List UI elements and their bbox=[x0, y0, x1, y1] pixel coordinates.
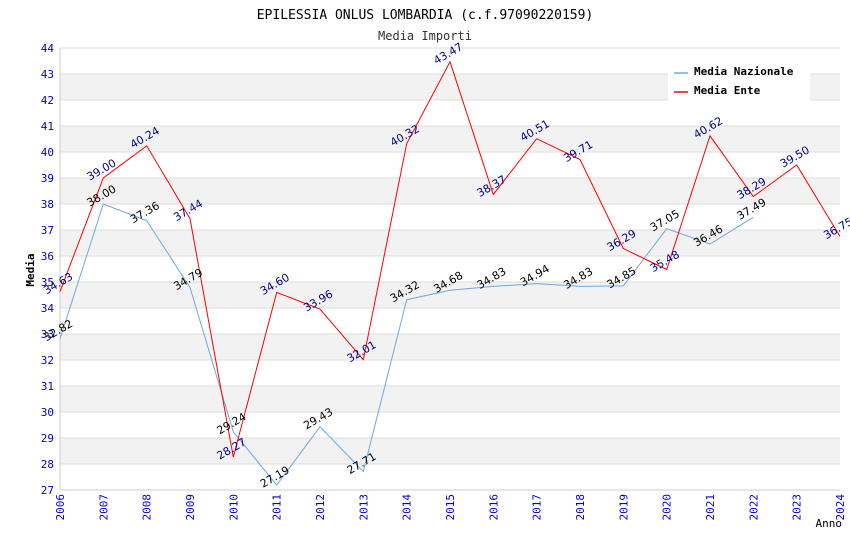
x-tick-label: 2015 bbox=[444, 494, 457, 521]
grid-bands bbox=[60, 74, 840, 464]
x-axis-label: Anno bbox=[816, 517, 843, 530]
y-tick-label: 44 bbox=[41, 42, 55, 55]
x-tick-label: 2013 bbox=[357, 494, 370, 521]
series-line-ente bbox=[59, 60, 841, 458]
x-tick-label: 2024 bbox=[834, 494, 847, 521]
x-tick-label: 2017 bbox=[531, 494, 544, 521]
y-tick-label: 32 bbox=[41, 354, 54, 367]
x-tick-label: 2016 bbox=[487, 494, 500, 520]
grid-band bbox=[60, 126, 840, 152]
grid-band bbox=[60, 438, 840, 464]
data-label: 29.24 bbox=[215, 410, 249, 437]
x-tick-label: 2011 bbox=[271, 494, 284, 521]
y-tick-label: 38 bbox=[41, 198, 54, 211]
grid-band bbox=[60, 334, 840, 360]
y-tick-label: 42 bbox=[41, 94, 54, 107]
x-tick-label: 2020 bbox=[661, 494, 674, 521]
x-tick-label: 2009 bbox=[184, 494, 197, 521]
y-tick-label: 41 bbox=[41, 120, 54, 133]
x-tick-label: 2019 bbox=[617, 494, 630, 521]
grid-band bbox=[60, 178, 840, 204]
y-tick-label: 28 bbox=[41, 458, 54, 471]
y-tick-label: 30 bbox=[41, 406, 54, 419]
y-tick-label: 31 bbox=[41, 380, 54, 393]
chart-subtitle: Media Importi bbox=[378, 29, 472, 43]
grid-band bbox=[60, 282, 840, 308]
y-tick-label: 35 bbox=[41, 276, 54, 289]
legend-label-nazionale: Media Nazionale bbox=[694, 65, 794, 78]
y-tick-label: 36 bbox=[41, 250, 54, 263]
x-tick-label: 2008 bbox=[141, 494, 154, 521]
x-tick-label: 2006 bbox=[54, 494, 67, 521]
legend-label-ente: Media Ente bbox=[694, 84, 761, 97]
y-tick-label: 27 bbox=[41, 484, 54, 497]
y-tick-label: 37 bbox=[41, 224, 54, 237]
series-line-nazionale bbox=[59, 203, 754, 486]
legend-box bbox=[668, 62, 810, 102]
y-tick-labels: 27 28 29 30 31 32 33 34 35 36 37 38 39 40 41 42 43 44 bbox=[41, 42, 55, 497]
x-tick-labels: 2006 2007 2008 2009 2010 2011 2012 2013 2014 2015… bbox=[54, 494, 847, 521]
x-tick-label: 2012 bbox=[314, 494, 327, 521]
x-tick-label: 2010 bbox=[227, 494, 240, 521]
grid-lines bbox=[60, 47, 840, 491]
y-tick-label: 33 bbox=[41, 328, 54, 341]
x-tick-label: 2007 bbox=[97, 494, 110, 521]
chart-title: EPILESSIA ONLUS LOMBARDIA (c.f.970902201… bbox=[257, 8, 594, 23]
data-labels: 32.8238.0037.3634.7929.2427.1929.4327.71… bbox=[41, 40, 850, 490]
y-tick-label: 43 bbox=[41, 68, 54, 81]
x-tick-label: 2021 bbox=[704, 494, 717, 521]
y-tick-label: 40 bbox=[41, 146, 54, 159]
data-label: 43.47 bbox=[431, 40, 465, 67]
x-tick-label: 2023 bbox=[791, 494, 804, 521]
grid-band bbox=[60, 230, 840, 256]
y-tick-label: 34 bbox=[41, 302, 55, 315]
y-tick-label: 39 bbox=[41, 172, 54, 185]
x-tick-label: 2018 bbox=[574, 494, 587, 521]
grid-band bbox=[60, 386, 840, 412]
x-tick-label: 2022 bbox=[747, 494, 760, 521]
series-lines bbox=[59, 60, 841, 486]
y-axis-label: Media bbox=[24, 253, 37, 286]
y-tick-label: 29 bbox=[41, 432, 54, 445]
legend: Media Nazionale Media Ente bbox=[668, 62, 810, 102]
x-tick-label: 2014 bbox=[401, 494, 414, 521]
